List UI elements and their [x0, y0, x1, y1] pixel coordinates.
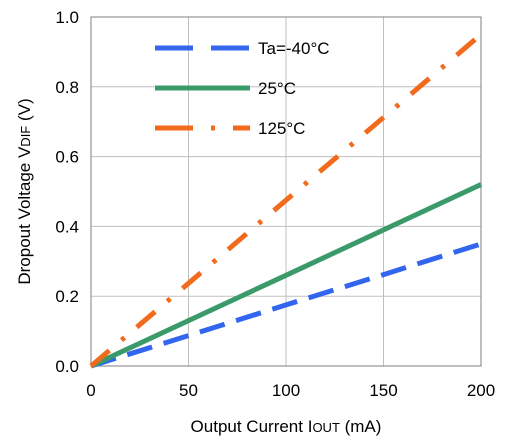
y-tick-label: 0.6	[55, 148, 79, 167]
legend: Ta=-40°C 25°C 125°C	[155, 39, 330, 138]
plot-frame	[90, 16, 482, 367]
x-tick-label: 50	[179, 381, 198, 400]
y-axis-title: Dropout Voltage VDIF (V)	[15, 98, 34, 284]
x-axis-title-sub: OUT	[312, 420, 340, 435]
series-line-2	[89, 32, 483, 368]
y-axis-title-sub: DIF	[18, 126, 33, 147]
series-line-0	[90, 241, 482, 369]
x-tick-label: 0	[86, 381, 95, 400]
y-tick-label: 1.0	[55, 8, 79, 27]
series-line-1	[89, 182, 483, 369]
legend-label-2: 125°C	[258, 119, 305, 138]
x-tick-label: 100	[272, 381, 300, 400]
y-tick-label: 0.0	[55, 357, 79, 376]
series-layer	[89, 32, 483, 369]
y-axis-title-main: Dropout Voltage V	[15, 146, 34, 285]
legend-label-1: 25°C	[258, 79, 296, 98]
x-tick-label: 200	[467, 381, 495, 400]
x-axis-title-main: Output Current I	[191, 417, 313, 436]
y-axis-title-tail: (V)	[15, 98, 34, 125]
x-tick-labels: 0 50 100 150 200	[86, 381, 495, 400]
legend-label-0: Ta=-40°C	[258, 39, 330, 58]
x-tick-label: 150	[369, 381, 397, 400]
y-tick-label: 0.4	[55, 217, 79, 236]
y-tick-label: 0.8	[55, 78, 79, 97]
x-axis-title-tail: (mA)	[340, 417, 382, 436]
y-tick-labels: 0.0 0.2 0.4 0.6 0.8 1.0	[55, 8, 79, 376]
y-tick-label: 0.2	[55, 287, 79, 306]
x-axis-title: Output Current IOUT (mA)	[191, 417, 382, 436]
